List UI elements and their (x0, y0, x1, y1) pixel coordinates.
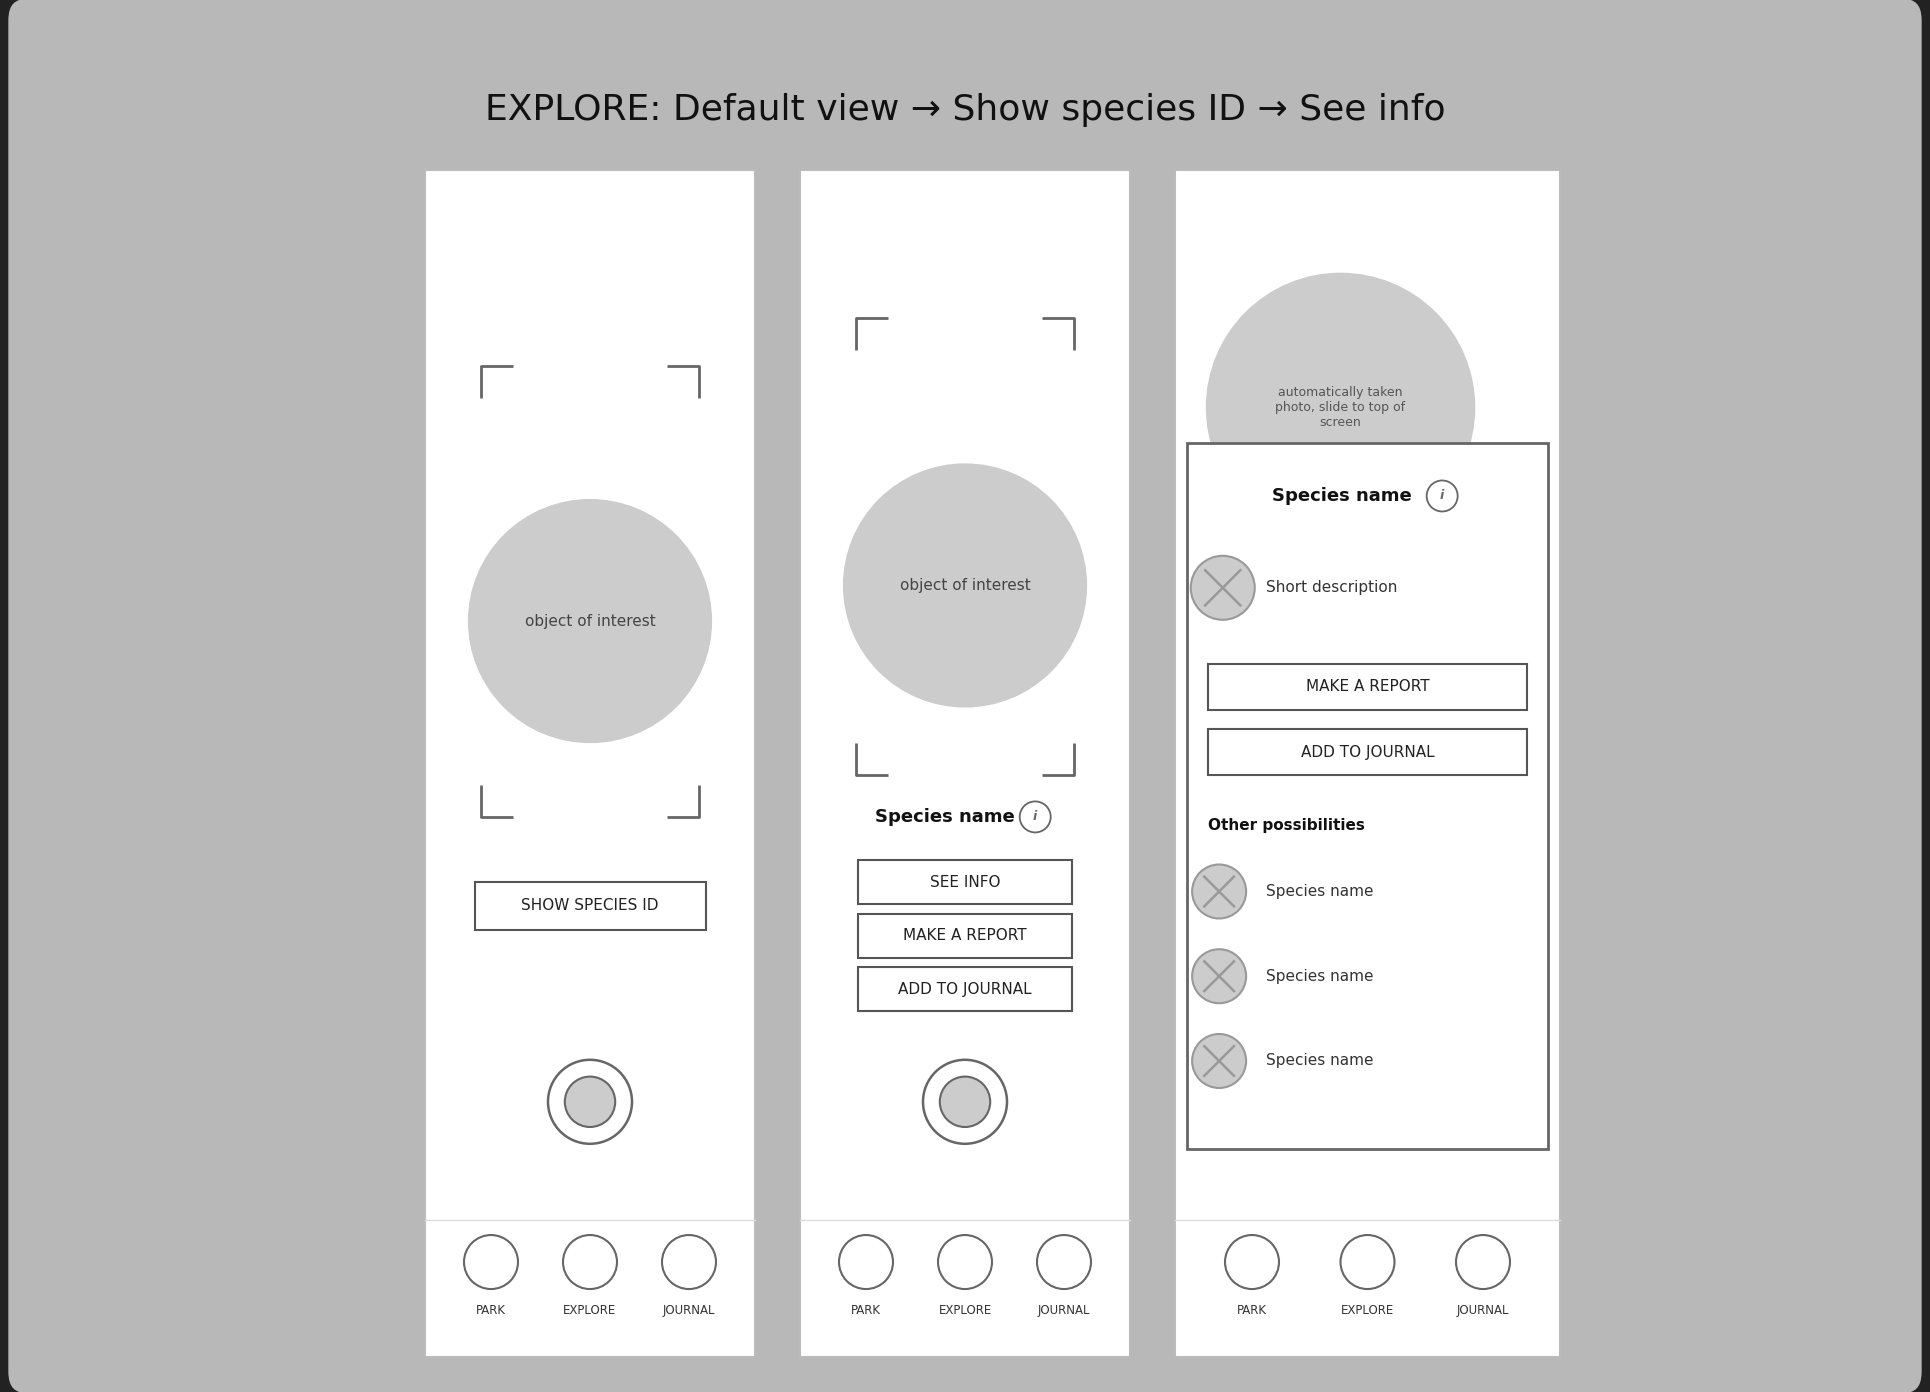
Circle shape (1426, 480, 1457, 511)
Circle shape (840, 1235, 894, 1289)
Text: automatically taken
photo, slide to top of
screen: automatically taken photo, slide to top … (1276, 386, 1405, 429)
Text: Short description: Short description (1266, 580, 1397, 596)
Circle shape (1455, 1235, 1509, 1289)
Circle shape (1206, 273, 1475, 541)
Circle shape (564, 1235, 618, 1289)
Bar (1208, 729, 1527, 775)
Bar (1208, 664, 1527, 710)
Circle shape (1193, 864, 1247, 919)
Circle shape (938, 1235, 992, 1289)
Circle shape (463, 1235, 517, 1289)
Text: PARK: PARK (477, 1304, 506, 1317)
Text: EXPLORE: EXPLORE (564, 1304, 616, 1317)
Circle shape (565, 1076, 616, 1128)
Circle shape (1019, 802, 1050, 832)
Bar (1187, 443, 1548, 1150)
Circle shape (1341, 1235, 1395, 1289)
Circle shape (1226, 1235, 1280, 1289)
Text: ADD TO JOURNAL: ADD TO JOURNAL (897, 981, 1033, 997)
Bar (801, 170, 1129, 1357)
Circle shape (843, 464, 1087, 707)
Text: SEE INFO: SEE INFO (930, 874, 1000, 889)
Text: PARK: PARK (1237, 1304, 1266, 1317)
Text: object of interest: object of interest (899, 578, 1031, 593)
Circle shape (662, 1235, 716, 1289)
Circle shape (940, 1076, 990, 1128)
Circle shape (548, 1059, 631, 1144)
Circle shape (923, 1059, 1007, 1144)
Bar (1175, 170, 1559, 1357)
Text: Other possibilities: Other possibilities (1208, 818, 1365, 834)
Circle shape (1191, 555, 1254, 619)
Text: Species name: Species name (876, 807, 1015, 825)
Text: EXPLORE: Default view → Show species ID → See info: EXPLORE: Default view → Show species ID … (484, 93, 1446, 127)
Text: MAKE A REPORT: MAKE A REPORT (903, 928, 1027, 944)
Bar (425, 170, 755, 1357)
Text: EXPLORE: EXPLORE (938, 1304, 992, 1317)
Text: SHOW SPECIES ID: SHOW SPECIES ID (521, 898, 658, 913)
Text: EXPLORE: EXPLORE (1341, 1304, 1393, 1317)
Text: Species name: Species name (1266, 884, 1374, 899)
Bar (857, 913, 1073, 958)
Text: i: i (1440, 490, 1444, 503)
Text: JOURNAL: JOURNAL (1457, 1304, 1509, 1317)
Circle shape (467, 498, 712, 743)
Text: ADD TO JOURNAL: ADD TO JOURNAL (1301, 745, 1434, 760)
Text: Species name: Species name (1272, 487, 1413, 505)
Bar (475, 883, 706, 930)
Text: JOURNAL: JOURNAL (662, 1304, 716, 1317)
Circle shape (1193, 949, 1247, 1004)
Circle shape (1193, 1034, 1247, 1089)
Text: i: i (1033, 810, 1036, 824)
Bar (857, 860, 1073, 905)
Text: Species name: Species name (1266, 969, 1374, 984)
Text: PARK: PARK (851, 1304, 880, 1317)
Text: MAKE A REPORT: MAKE A REPORT (1307, 679, 1430, 695)
Text: JOURNAL: JOURNAL (1038, 1304, 1090, 1317)
Text: object of interest: object of interest (525, 614, 656, 629)
Bar (857, 967, 1073, 1011)
Text: Species name: Species name (1266, 1054, 1374, 1069)
Circle shape (1036, 1235, 1090, 1289)
